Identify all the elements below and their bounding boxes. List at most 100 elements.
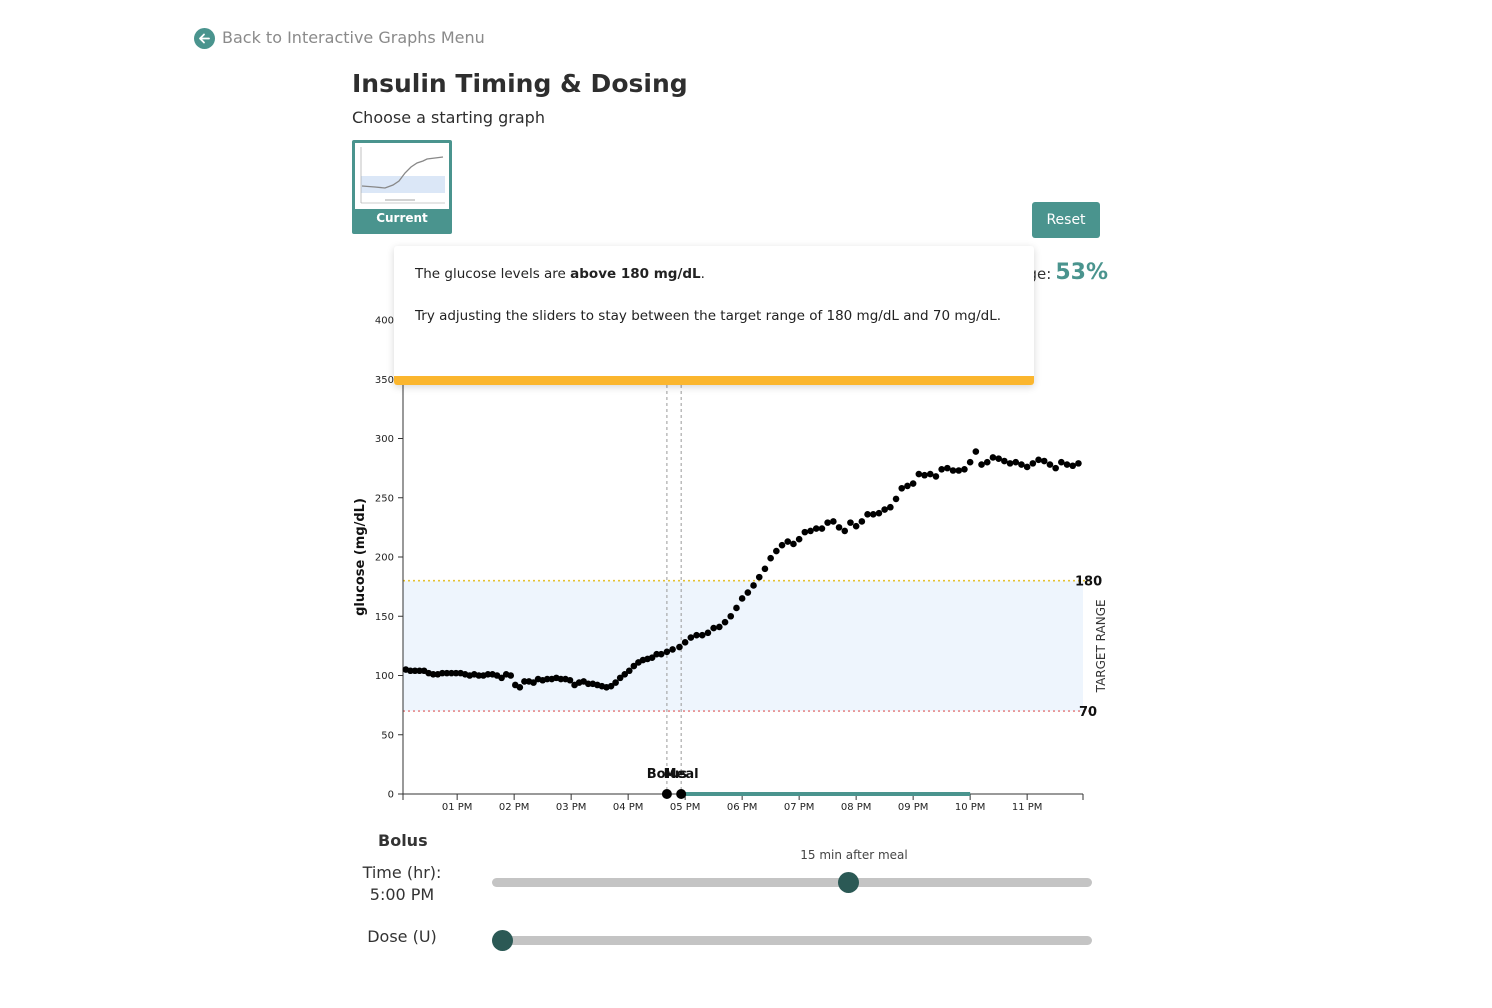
y-tick-label: 0: [388, 790, 394, 801]
glucose-point: [498, 674, 505, 682]
bolus-dose-slider[interactable]: [492, 930, 1092, 951]
page-subtitle: Choose a starting graph: [352, 108, 545, 127]
event-marker-bolus: [661, 789, 672, 799]
glucose-point: [852, 522, 860, 530]
glucose-point: [584, 680, 592, 688]
glucose-point: [612, 679, 619, 686]
glucose-point: [676, 643, 683, 651]
glucose-point: [530, 679, 537, 686]
glucose-point: [411, 667, 419, 675]
tooltip-status-text: The glucose levels are above 180 mg/dL.: [415, 266, 705, 282]
glucose-point: [915, 470, 923, 478]
glucose-point: [439, 669, 446, 677]
glucose-point: [944, 464, 951, 472]
x-tick-label: 04 PM: [613, 802, 644, 813]
glucose-point: [744, 589, 752, 596]
glucose-point: [921, 471, 928, 479]
bolus-section-label: Bolus: [378, 831, 428, 850]
bolus-time-slider[interactable]: [492, 872, 1092, 893]
glucose-point: [448, 669, 455, 677]
glucose-point: [835, 524, 843, 531]
glucose-point: [995, 455, 1002, 462]
y-tick-label: 350: [375, 375, 394, 386]
glucose-point: [557, 675, 565, 683]
x-tick-label: 01 PM: [442, 802, 473, 813]
bolus-time-slider-caption: 15 min after meal: [800, 848, 908, 862]
glucose-point: [484, 671, 492, 678]
target-range-label: TARGET RANGE: [1094, 599, 1108, 693]
y-tick-label: 100: [375, 671, 394, 682]
x-tick-label: 02 PM: [499, 802, 530, 813]
glucose-point: [932, 473, 940, 480]
glucose-point: [875, 509, 883, 517]
glucose-point: [989, 454, 997, 461]
glucose-point: [909, 480, 917, 487]
event-label-bolus: Bolus: [647, 767, 688, 782]
glucose-point: [630, 662, 638, 670]
glucose-point: [784, 538, 792, 545]
glucose-point: [698, 631, 706, 639]
glucose-point: [881, 506, 888, 513]
glucose-point: [1046, 461, 1054, 468]
arrow-left-circle-icon: [194, 28, 215, 49]
glucose-point: [750, 582, 757, 589]
glucose-point: [710, 624, 717, 632]
glucose-point: [716, 623, 723, 631]
glucose-point: [1052, 464, 1059, 472]
y-tick-label: 150: [375, 612, 394, 623]
x-tick-label: 08 PM: [841, 802, 872, 813]
back-link-label: Back to Interactive Graphs Menu: [222, 28, 485, 47]
glucose-point: [443, 669, 451, 677]
glucose-point: [452, 669, 460, 677]
glucose-point: [616, 674, 624, 682]
glucose-point: [721, 618, 729, 626]
graph-option-current[interactable]: Current: [352, 140, 452, 234]
bolus-time-slider-handle[interactable]: [838, 872, 860, 893]
event-marker-meal: [676, 789, 687, 799]
glucose-point: [1058, 458, 1065, 466]
glucose-point: [416, 667, 423, 675]
glucose-point: [693, 631, 700, 639]
glucose-point: [566, 676, 574, 684]
glucose-point: [1012, 458, 1020, 466]
glucose-point: [972, 448, 980, 455]
time-in-range: ge: 53%: [1028, 260, 1108, 285]
glucose-point: [475, 672, 483, 679]
glucose-point: [704, 629, 712, 637]
glucose-point: [926, 470, 934, 478]
glucose-point: [507, 672, 515, 679]
bolus-time-caption: Time (hr):: [362, 863, 442, 882]
glucose-point: [1001, 457, 1008, 465]
glucose-point: [1035, 456, 1042, 464]
glucose-point: [1023, 463, 1031, 471]
glucose-point: [1069, 462, 1077, 470]
glucose-point: [755, 573, 763, 581]
glucose-point: [687, 634, 695, 641]
glucose-point: [653, 650, 660, 658]
time-in-range-value: 53%: [1055, 260, 1108, 285]
glucose-point: [1040, 457, 1048, 465]
glucose-point: [961, 466, 968, 473]
bolus-dose-slider-handle[interactable]: [492, 930, 513, 951]
glucose-point: [773, 547, 780, 555]
target-low-label: 70: [1079, 705, 1097, 720]
glucose-point: [801, 528, 809, 536]
glucose-point: [778, 541, 786, 549]
glucose-point: [429, 671, 437, 678]
glucose-chart-svg: 180 70 TARGET RANGE 0 50 100 150 200 250 300 350 40…: [353, 316, 1108, 814]
glucose-chart: 180 70 TARGET RANGE 0 50 100 150 200 250 300 350 40…: [340, 300, 1120, 824]
x-tick-label: 09 PM: [898, 802, 929, 813]
glucose-point: [949, 467, 957, 474]
reset-button[interactable]: Reset: [1032, 202, 1100, 238]
glucose-point: [966, 458, 974, 466]
x-tick-label: 10 PM: [955, 802, 986, 813]
back-to-menu-link[interactable]: Back to Interactive Graphs Menu: [194, 26, 485, 49]
glucose-point: [978, 461, 985, 468]
x-tick-label: 07 PM: [784, 802, 815, 813]
glucose-point: [955, 467, 963, 474]
glucose-point: [812, 525, 820, 532]
y-tick-label: 400: [375, 316, 394, 327]
glucose-point: [1018, 461, 1025, 468]
glucose-point: [904, 482, 911, 490]
page-title: Insulin Timing & Dosing: [352, 69, 688, 98]
